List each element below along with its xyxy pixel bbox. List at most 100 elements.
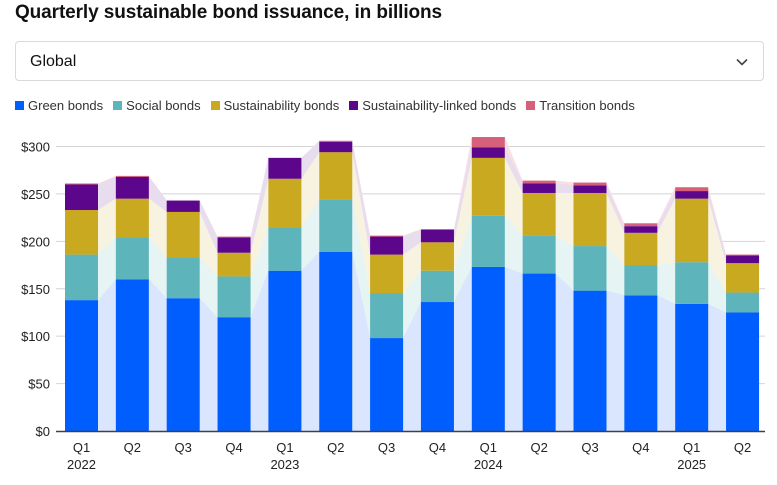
- bar-group: [217, 236, 251, 431]
- bar-segment-transition-bonds: [675, 187, 709, 192]
- x-tick-label: Q2: [734, 440, 751, 455]
- bar-segment-transition-bonds: [471, 137, 505, 148]
- bar-segment-social-bonds: [217, 276, 251, 318]
- bar-segment-sustainability-bonds: [115, 198, 149, 238]
- bar-segment-sustainability-linked-bonds: [624, 226, 658, 233]
- bar-segment-social-bonds: [522, 235, 556, 274]
- bar-segment-sustainability-bonds: [573, 192, 607, 247]
- bar-group: [166, 200, 200, 431]
- bar-segment-transition-bonds: [522, 180, 556, 184]
- bar-group: [726, 254, 760, 431]
- bar-segment-sustainability-bonds: [726, 263, 760, 293]
- bar-segment-green-bonds: [420, 302, 454, 431]
- legend-swatch: [526, 101, 536, 110]
- bar-segment-green-bonds: [573, 290, 607, 431]
- legend-swatch: [210, 101, 220, 110]
- bar-segment-sustainability-linked-bonds: [522, 183, 556, 193]
- bar-segment-sustainability-bonds: [624, 232, 658, 266]
- bar-group: [675, 187, 709, 431]
- y-tick-label: $0: [36, 424, 50, 439]
- bar-segment-social-bonds: [370, 293, 404, 339]
- x-tick-year-label: 2025: [677, 457, 706, 472]
- bar-segment-transition-bonds: [573, 182, 607, 186]
- legend-label: Sustainability bonds: [223, 98, 340, 113]
- bar-segment-sustainability-linked-bonds: [420, 229, 454, 243]
- bar-segment-green-bonds: [726, 312, 760, 431]
- x-tick-label: Q2: [327, 440, 344, 455]
- region-dropdown[interactable]: Global: [15, 41, 764, 81]
- bar-segment-green-bonds: [675, 303, 709, 431]
- bar-segment-green-bonds: [115, 279, 149, 431]
- legend-label: Sustainability-linked bonds: [362, 98, 517, 113]
- bar-segment-social-bonds: [471, 215, 505, 267]
- y-tick-label: $300: [21, 140, 50, 155]
- x-tick-label: Q2: [530, 440, 547, 455]
- bar-group: [115, 175, 149, 431]
- bar-segment-social-bonds: [624, 265, 658, 296]
- bar-segment-social-bonds: [65, 254, 98, 301]
- bar-segment-sustainability-bonds: [217, 252, 251, 277]
- bar-segment-sustainability-linked-bonds: [268, 157, 302, 179]
- bar-group: [319, 140, 353, 431]
- x-tick-label: Q1: [683, 440, 700, 455]
- legend-item: Green bonds: [15, 98, 103, 113]
- legend-swatch: [113, 101, 123, 110]
- bar-segment-sustainability-linked-bonds: [573, 185, 607, 193]
- x-tick-label: Q3: [378, 440, 395, 455]
- x-tick-year-label: 2024: [474, 457, 503, 472]
- bar-segment-sustainability-linked-bonds: [115, 176, 149, 199]
- bar-segment-green-bonds: [522, 273, 556, 431]
- bar-segment-transition-bonds: [420, 229, 454, 230]
- y-tick-label: $50: [28, 377, 50, 392]
- bar-segment-green-bonds: [319, 251, 353, 431]
- legend-item: Transition bonds: [526, 98, 635, 113]
- bar-segment-sustainability-linked-bonds: [370, 236, 404, 255]
- bar-segment-sustainability-linked-bonds: [319, 141, 353, 153]
- x-tick-label: Q4: [225, 440, 242, 455]
- bar-segment-sustainability-linked-bonds: [471, 147, 505, 158]
- bar-segment-social-bonds: [420, 270, 454, 303]
- legend-swatch: [15, 101, 24, 110]
- x-tick-label: Q3: [175, 440, 192, 455]
- bar-segment-sustainability-bonds: [522, 192, 556, 236]
- bar-segment-green-bonds: [166, 298, 200, 431]
- y-tick-label: $150: [21, 282, 50, 297]
- bar-segment-social-bonds: [166, 257, 200, 299]
- x-tick-label: Q4: [429, 440, 446, 455]
- bar-group: [420, 229, 454, 431]
- bar-segment-sustainability-bonds: [319, 152, 353, 200]
- bar-segment-transition-bonds: [217, 236, 251, 238]
- x-tick-label: Q1: [276, 440, 293, 455]
- y-tick-label: $250: [21, 187, 50, 202]
- bar-segment-sustainability-bonds: [268, 178, 302, 228]
- bar-segment-sustainability-bonds: [471, 157, 505, 216]
- legend-label: Green bonds: [28, 98, 104, 113]
- bar-segment-green-bonds: [471, 266, 505, 431]
- chevron-down-icon: [736, 58, 748, 66]
- legend-label: Transition bonds: [539, 98, 635, 113]
- bar-segment-sustainability-bonds: [675, 198, 709, 263]
- bar-group: [471, 137, 505, 431]
- bar-segment-social-bonds: [115, 237, 149, 280]
- bar-segment-sustainability-bonds: [65, 210, 98, 255]
- x-tick-label: Q3: [581, 440, 598, 455]
- bar-segment-green-bonds: [268, 270, 302, 431]
- legend-item: Social bonds: [113, 98, 201, 113]
- bar-group: [624, 223, 658, 431]
- legend-item: Sustainability bonds: [210, 98, 340, 113]
- bar-segment-social-bonds: [726, 292, 760, 313]
- x-tick-year-label: 2023: [270, 457, 299, 472]
- bar-segment-sustainability-linked-bonds: [726, 255, 760, 264]
- y-tick-label: $100: [21, 329, 50, 344]
- bar-group: [65, 183, 98, 431]
- legend-swatch: [349, 101, 359, 110]
- x-tick-label: Q4: [632, 440, 649, 455]
- bar-segment-sustainability-bonds: [370, 254, 404, 294]
- bar-segment-sustainability-linked-bonds: [217, 237, 251, 253]
- bar-segment-social-bonds: [573, 246, 607, 291]
- chart-legend: Green bonds Social bonds Sustainability bo…: [15, 98, 635, 113]
- bar-segment-green-bonds: [370, 338, 404, 431]
- bar-segment-transition-bonds: [319, 140, 353, 142]
- bar-group: [573, 182, 607, 431]
- x-tick-label: Q1: [480, 440, 497, 455]
